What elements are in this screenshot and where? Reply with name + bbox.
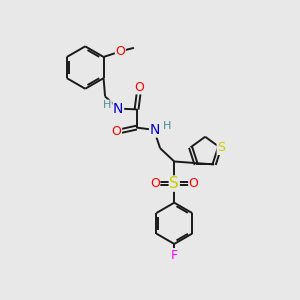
Text: O: O — [116, 45, 125, 58]
Text: O: O — [189, 177, 199, 190]
Text: O: O — [134, 81, 144, 94]
Text: O: O — [150, 177, 160, 190]
Text: O: O — [112, 125, 122, 138]
Text: N: N — [113, 102, 124, 116]
Text: S: S — [217, 141, 225, 154]
Text: H: H — [103, 100, 111, 110]
Text: H: H — [163, 122, 171, 131]
Text: S: S — [169, 176, 179, 191]
Text: N: N — [150, 123, 160, 137]
Text: F: F — [171, 249, 178, 262]
